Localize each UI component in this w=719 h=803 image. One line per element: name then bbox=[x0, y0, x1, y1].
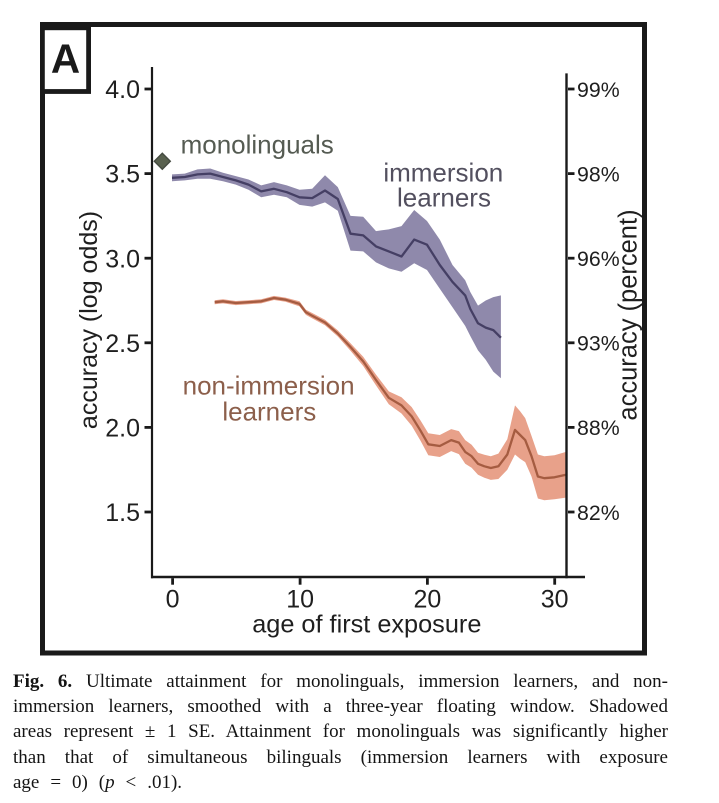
svg-text:age of first exposure: age of first exposure bbox=[252, 611, 481, 639]
svg-text:non-immersion: non-immersion bbox=[183, 370, 355, 400]
svg-text:4.0: 4.0 bbox=[105, 76, 140, 104]
svg-text:3.5: 3.5 bbox=[105, 161, 140, 189]
svg-text:3.0: 3.0 bbox=[105, 245, 140, 273]
svg-text:2.5: 2.5 bbox=[105, 330, 140, 358]
svg-text:0: 0 bbox=[166, 586, 180, 614]
svg-text:learners: learners bbox=[222, 397, 316, 427]
svg-text:96%: 96% bbox=[577, 247, 620, 271]
svg-text:20: 20 bbox=[413, 586, 441, 614]
svg-text:A: A bbox=[51, 36, 80, 82]
svg-text:1.5: 1.5 bbox=[105, 499, 140, 527]
svg-text:accuracy (percent): accuracy (percent) bbox=[614, 209, 642, 420]
svg-text:30: 30 bbox=[541, 586, 569, 614]
svg-text:93%: 93% bbox=[577, 332, 620, 356]
svg-text:99%: 99% bbox=[577, 78, 620, 102]
svg-text:2.0: 2.0 bbox=[105, 415, 140, 443]
svg-text:10: 10 bbox=[286, 586, 314, 614]
svg-text:monolinguals: monolinguals bbox=[181, 130, 334, 160]
svg-text:82%: 82% bbox=[577, 501, 620, 525]
svg-text:98%: 98% bbox=[577, 162, 620, 186]
svg-text:immersion: immersion bbox=[383, 157, 503, 187]
svg-text:learners: learners bbox=[397, 182, 491, 212]
svg-text:accuracy (log odds): accuracy (log odds) bbox=[75, 211, 103, 429]
svg-text:88%: 88% bbox=[577, 416, 620, 440]
